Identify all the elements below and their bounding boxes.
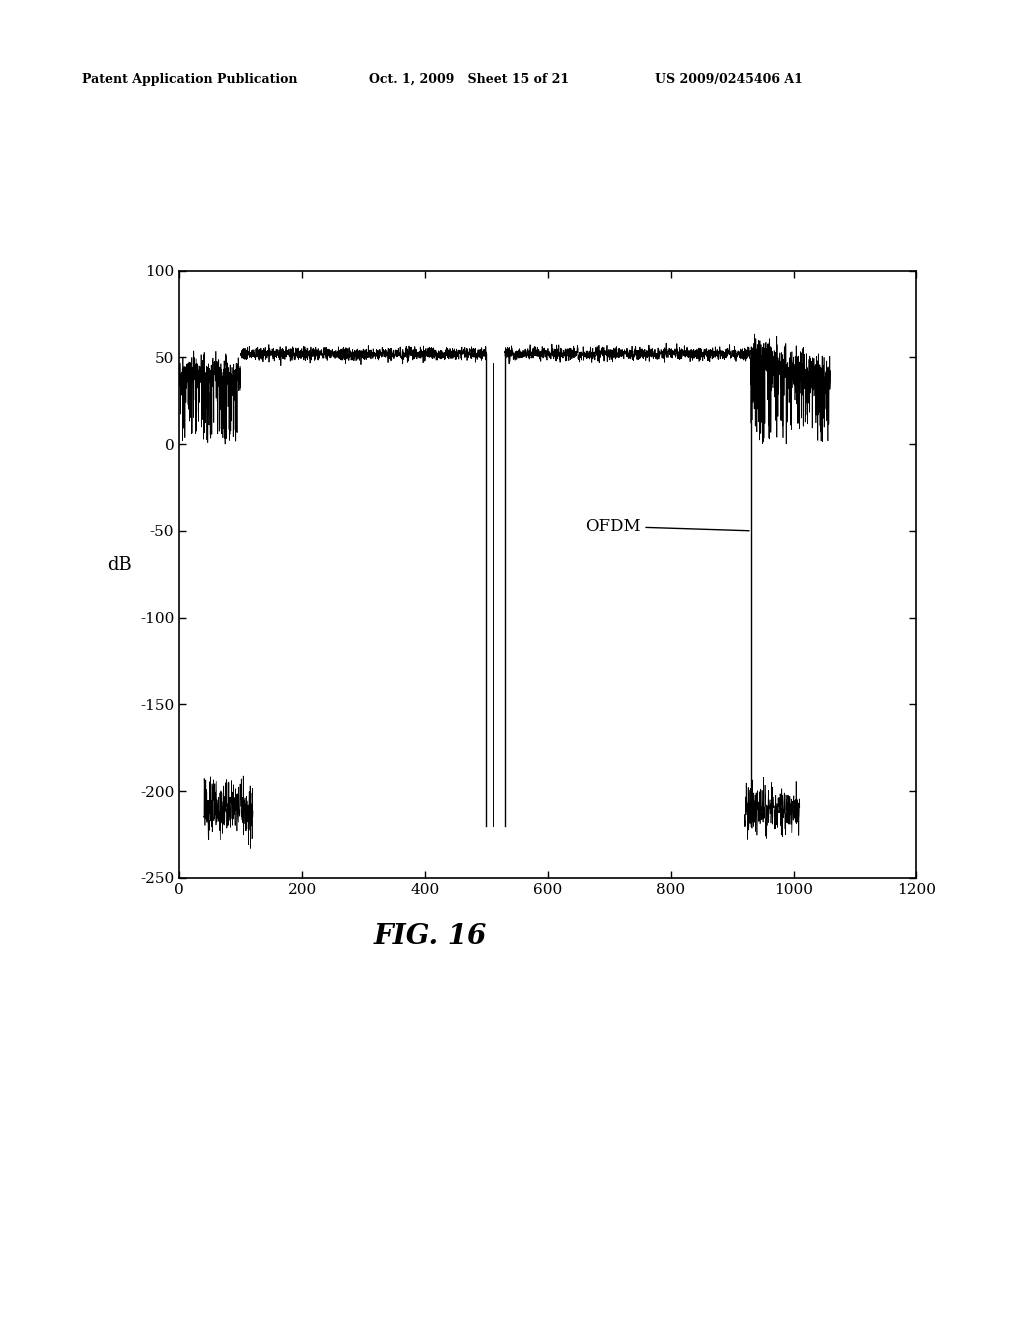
Text: FIG. 16: FIG. 16	[374, 923, 486, 950]
Text: US 2009/0245406 A1: US 2009/0245406 A1	[655, 73, 803, 86]
Text: Oct. 1, 2009   Sheet 15 of 21: Oct. 1, 2009 Sheet 15 of 21	[369, 73, 568, 86]
Text: OFDM: OFDM	[585, 517, 749, 535]
Y-axis label: dB: dB	[106, 556, 131, 574]
Text: Patent Application Publication: Patent Application Publication	[82, 73, 297, 86]
